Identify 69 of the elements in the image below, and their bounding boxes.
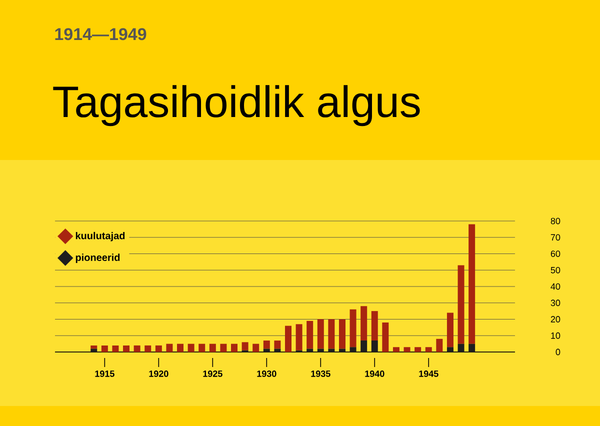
bar: [350, 347, 356, 352]
bar: [263, 348, 270, 352]
bar: [123, 345, 130, 352]
bar: [274, 340, 281, 349]
bar: [458, 265, 464, 344]
bar: [198, 344, 206, 352]
bar: [306, 320, 314, 349]
x-tick-label: 1925: [203, 370, 222, 377]
bar: [360, 306, 368, 341]
bar: [134, 345, 140, 352]
bar: [446, 312, 454, 348]
y-tick-label: 80: [550, 218, 560, 224]
x-tick-label: 1915: [95, 370, 114, 377]
bar: [404, 347, 410, 352]
bar: [328, 319, 335, 349]
bar: [458, 344, 464, 352]
bar: [296, 324, 302, 350]
x-tick-label: 1935: [311, 370, 330, 377]
bar: [392, 347, 400, 352]
y-tick-label: 10: [551, 332, 560, 339]
bar: [414, 347, 422, 352]
bar: [220, 344, 227, 352]
y-tick-label: 50: [550, 266, 560, 274]
bar: [328, 348, 335, 352]
x-tick-label: 1940: [365, 370, 384, 377]
bar: [382, 322, 389, 352]
bar: [436, 338, 443, 352]
bar: [112, 345, 119, 352]
y-tick-label: 30: [550, 300, 560, 306]
bar: [317, 319, 324, 349]
chart-subtitle: 1914—1949: [55, 28, 146, 40]
bar: [468, 224, 476, 344]
bar: [338, 348, 346, 352]
bar: [252, 344, 260, 352]
bar: [231, 344, 238, 352]
bar: [177, 344, 184, 352]
y-tick-label: 20: [550, 316, 560, 322]
bar: [338, 319, 346, 349]
bar: [188, 344, 194, 352]
bar: [446, 347, 454, 352]
bar: [425, 347, 432, 352]
y-tick-label: 0: [556, 348, 560, 356]
bar: [274, 348, 281, 352]
bar: [209, 344, 216, 352]
bar: [90, 345, 98, 349]
x-tick-label: 1920: [149, 370, 168, 377]
x-tick-label: 1930: [257, 370, 276, 377]
bar: [317, 348, 324, 352]
bar: [155, 345, 162, 352]
bar: [371, 340, 378, 352]
bar: [166, 344, 173, 352]
bar: [360, 340, 368, 352]
bar: [242, 342, 248, 350]
y-tick-label: 70: [550, 234, 560, 241]
bar: [263, 340, 270, 349]
bar: [144, 345, 152, 352]
y-tick-label: 40: [550, 283, 560, 290]
bar: [468, 344, 476, 352]
x-tick-label: 1945: [419, 370, 438, 377]
bar: [306, 348, 314, 352]
bar: [284, 326, 292, 352]
y-tick-label: 60: [550, 250, 560, 257]
chart-title: Tagasihoidlik algus: [53, 85, 420, 126]
bar: [350, 309, 356, 348]
bar: [371, 311, 378, 341]
legend-label: kuulutajad: [76, 232, 125, 242]
bar: [90, 348, 98, 352]
legend-label: pioneerid: [76, 254, 120, 263]
bar: [101, 345, 108, 352]
